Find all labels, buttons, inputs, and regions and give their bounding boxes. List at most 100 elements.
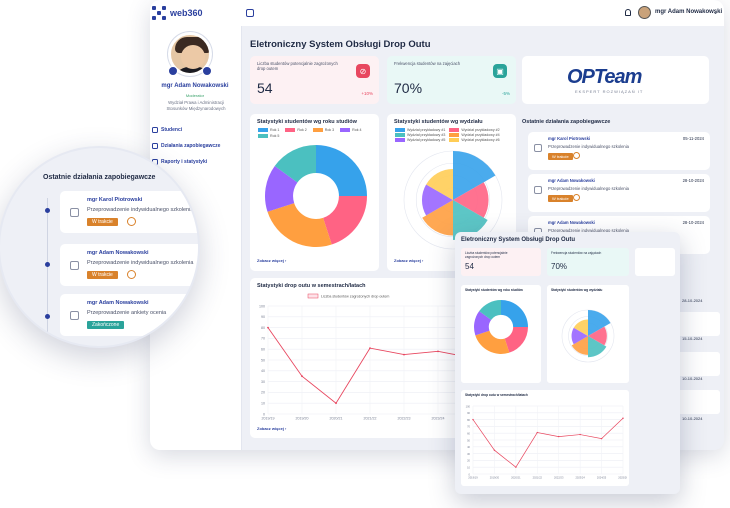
pie-slice[interactable] xyxy=(475,330,510,354)
data-point[interactable] xyxy=(579,433,581,436)
data-point[interactable] xyxy=(267,326,269,329)
legend-item[interactable]: Rok 3 xyxy=(312,128,334,133)
mini-card-by-year: Statystyki studentów wg roku studiów xyxy=(461,285,541,383)
sidebar-item-students[interactable]: Studenci xyxy=(152,125,182,135)
card-title: Statystyki studentów wg roku studiów xyxy=(257,119,357,125)
user-menu-name[interactable]: mgr Adam Nowakowski xyxy=(655,9,723,15)
activity-card[interactable]: mgr Adam Nowakowski Przeprowadzenie indy… xyxy=(60,244,198,286)
legend-item[interactable]: Wydział przykładowy #1 xyxy=(395,128,445,133)
pie-slice[interactable] xyxy=(504,327,528,353)
clock-icon xyxy=(127,270,136,279)
sidebar-toggle-icon[interactable] xyxy=(246,9,254,17)
x-tick-label: 2024/25 xyxy=(597,476,607,480)
polar-slice[interactable] xyxy=(426,168,453,200)
x-tick-label: 2023/24 xyxy=(432,417,445,421)
y-tick-label: 90 xyxy=(467,411,470,415)
sidebar-item-activities[interactable]: Działania zapobiegawcze xyxy=(152,141,220,151)
chevron-down-icon[interactable]: ⌄ xyxy=(713,10,719,16)
activity-desc: Przeprowadzenie indywidualnego szkolenia xyxy=(548,144,630,149)
pie-slice[interactable] xyxy=(323,196,367,245)
card-title: Statystyki studentów wg roku studiów xyxy=(465,288,523,292)
clock-icon xyxy=(573,194,580,201)
data-point[interactable] xyxy=(403,353,405,356)
pie-slice[interactable] xyxy=(316,145,367,196)
pie-slice[interactable] xyxy=(274,145,316,183)
y-tick-label: 20 xyxy=(261,391,265,395)
activity-author: mgr Adam Nowakowski xyxy=(87,250,149,256)
pie-slice[interactable] xyxy=(267,203,332,247)
mini-card-dropout: Statystyki drop outu w semestrach/latach… xyxy=(461,390,629,486)
polar-slice[interactable] xyxy=(453,200,488,241)
activity-card[interactable]: mgr Adam Nowakowski 28-10-2024 Przeprowa… xyxy=(528,174,710,212)
activity-date: 10-10-2024 xyxy=(682,416,703,421)
data-point[interactable] xyxy=(472,418,474,421)
legend-item[interactable]: Wydział przykładowy #3 xyxy=(395,133,445,138)
card-title: Statystyki drop outu w semestrach/latach xyxy=(465,393,528,397)
data-point[interactable] xyxy=(369,347,371,350)
activity-card[interactable]: mgr Karol Piotrowski Przeprowadzenie ind… xyxy=(60,191,198,233)
pie-slice[interactable] xyxy=(501,300,528,327)
x-tick-label: 2020/21 xyxy=(330,417,343,421)
mini-kpi-attendance: Frekwencja studentów na zajęciach 70% xyxy=(547,248,629,276)
legend-item[interactable]: Wydział przykładowy #5 xyxy=(395,138,445,143)
legend-item[interactable]: Rok 1 xyxy=(258,128,279,133)
legend-item[interactable]: Rok 2 xyxy=(285,128,307,133)
checklist-icon xyxy=(70,311,79,320)
partner-logo: OPTeam EKSPERT ROZWIĄZAŃ IT xyxy=(522,56,709,104)
legend-item[interactable]: Wydział przykładowy #6 xyxy=(449,138,500,143)
legend: Wydział przykładowy #1 Wydział przykłado… xyxy=(395,128,515,143)
timeline-line xyxy=(47,198,48,346)
polar-slice[interactable] xyxy=(571,327,588,345)
data-point[interactable] xyxy=(515,466,517,468)
partner-tagline: EKSPERT ROZWIĄZAŃ IT xyxy=(575,89,644,94)
bell-icon[interactable] xyxy=(625,9,631,16)
legend-item[interactable]: Wydział przykładowy #2 xyxy=(449,128,500,133)
activity-date: 10-10-2024 xyxy=(682,376,703,381)
kpi-value: 70% xyxy=(394,80,423,96)
see-more-link[interactable]: Zobacz więcej › xyxy=(257,426,287,431)
x-tick-label: 2019/20 xyxy=(490,476,500,480)
kpi-label: Liczba studentów potencjalnie zagrożonyc… xyxy=(465,251,508,259)
mini-kpi-at-risk: Liczba studentów potencjalnie zagrożonyc… xyxy=(461,248,541,276)
polar-slice[interactable] xyxy=(453,151,496,200)
polar-slice[interactable] xyxy=(588,310,611,336)
sidebar-item-reports[interactable]: Raporty i statystyki xyxy=(152,157,207,167)
polar-slice[interactable] xyxy=(421,184,453,216)
pie-slice[interactable] xyxy=(474,311,492,336)
data-point[interactable] xyxy=(335,402,337,405)
data-point[interactable] xyxy=(437,350,439,353)
activity-card[interactable]: mgr Karol Piotrowski 05-11-2024 Przeprow… xyxy=(528,132,710,170)
legend-label: Liczba studentów zagrożonych drop outem xyxy=(321,295,389,299)
x-tick-label: 2020/21 xyxy=(511,476,521,480)
polar-slice[interactable] xyxy=(588,326,607,346)
data-point[interactable] xyxy=(600,437,603,440)
data-point[interactable] xyxy=(493,449,496,451)
see-more-link[interactable]: Zobacz więcej › xyxy=(394,258,424,263)
activity-date: 05-11-2024 xyxy=(682,136,704,141)
profile-department: Wydział Prawa i Administracji Stosunków … xyxy=(166,100,226,111)
pie-slice[interactable] xyxy=(479,300,501,320)
app-logo[interactable]: web360 xyxy=(152,6,203,20)
polar-slice[interactable] xyxy=(573,319,588,336)
avatar[interactable] xyxy=(638,6,651,19)
legend-item[interactable]: Rok 4 xyxy=(340,128,362,133)
data-point[interactable] xyxy=(301,375,303,378)
polar-slice[interactable] xyxy=(571,336,588,355)
pie-slice[interactable] xyxy=(265,166,298,212)
y-tick-label: 70 xyxy=(261,337,265,341)
mini-preview: Eletroniczny System Obsługi Drop Outu Li… xyxy=(455,232,680,494)
polar-slice[interactable] xyxy=(588,336,607,358)
activity-card[interactable]: mgr Adam Nowakowski Przeprowadzenie anki… xyxy=(60,294,198,336)
legend-item[interactable]: Rok 5 xyxy=(258,134,279,139)
data-point[interactable] xyxy=(536,431,538,434)
kpi-value: 54 xyxy=(465,262,474,271)
see-more-link[interactable]: Zobacz więcej › xyxy=(257,258,287,263)
polar-slice[interactable] xyxy=(453,182,489,218)
dashboard-window: web360 mgr Adam Nowakowski ⌄ mgr Adam No… xyxy=(150,0,724,450)
legend-item[interactable]: Wydział przykładowy #4 xyxy=(449,133,500,138)
data-point[interactable] xyxy=(558,435,560,438)
polar-slice[interactable] xyxy=(422,200,453,236)
data-point[interactable] xyxy=(622,417,624,419)
status-badge: Zakończone xyxy=(87,321,125,329)
activity-date: 28-10-2024 xyxy=(682,220,704,225)
